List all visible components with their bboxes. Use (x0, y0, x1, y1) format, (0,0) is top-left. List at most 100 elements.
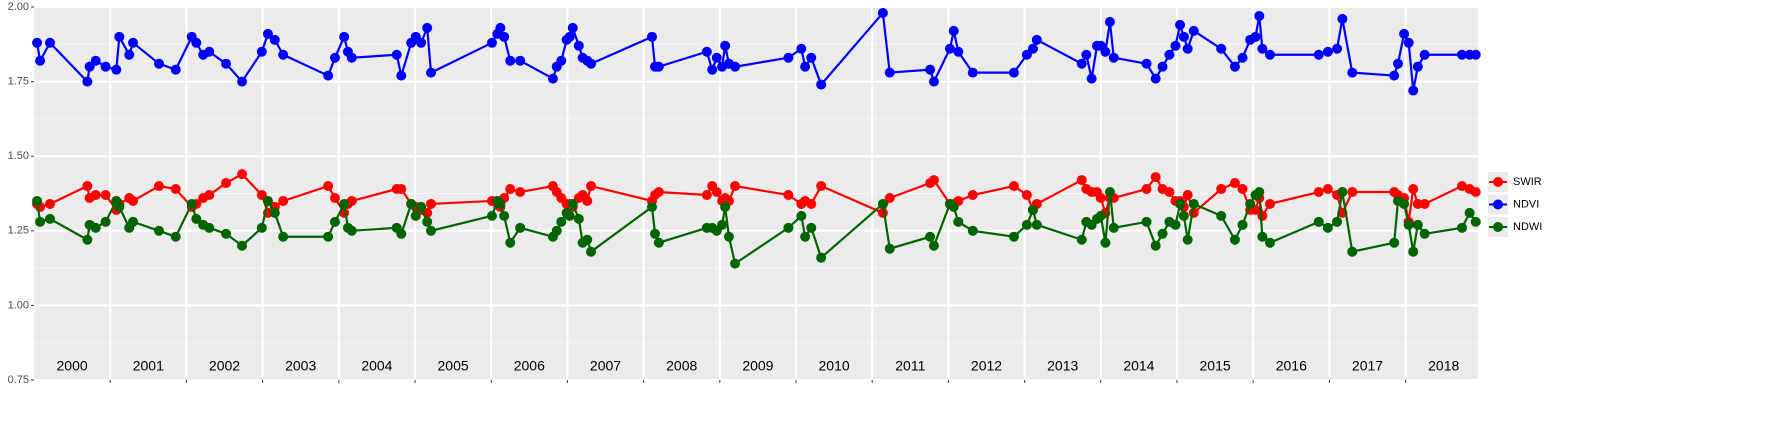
point (701, 46, 712, 57)
point (515, 55, 526, 66)
point (1188, 25, 1199, 36)
point (495, 22, 506, 33)
point (278, 49, 289, 60)
point (416, 37, 427, 48)
point (486, 37, 497, 48)
point (1332, 43, 1343, 54)
point (707, 64, 718, 75)
year-label: 2017 (1352, 358, 1383, 374)
legend-point (1493, 199, 1503, 210)
point (1389, 237, 1400, 248)
point (422, 22, 433, 33)
point (1250, 31, 1261, 42)
point (237, 169, 248, 180)
point (128, 195, 139, 206)
point (499, 31, 510, 42)
point (1081, 49, 1092, 60)
point (426, 67, 437, 78)
year-label: 2011 (895, 358, 925, 374)
point (573, 40, 584, 51)
point (783, 222, 794, 233)
point (170, 184, 181, 195)
year-label: 2015 (1200, 358, 1231, 374)
year-label: 2013 (1047, 358, 1078, 374)
point (730, 61, 741, 72)
point (1027, 43, 1038, 54)
point (1008, 231, 1019, 242)
point (586, 181, 597, 192)
point (221, 58, 232, 69)
point (1104, 16, 1115, 27)
point (816, 181, 827, 192)
point (323, 231, 334, 242)
point (35, 55, 46, 66)
year-label: 2014 (1123, 358, 1154, 374)
point (391, 49, 402, 60)
point (1254, 10, 1265, 21)
year-label: 2007 (590, 358, 621, 374)
point (877, 7, 888, 18)
point (339, 31, 350, 42)
point (944, 43, 955, 54)
series-line (35, 189, 1477, 266)
point (564, 210, 575, 221)
point (1403, 219, 1414, 230)
point (82, 234, 93, 245)
point (1150, 172, 1161, 183)
point (1150, 73, 1161, 84)
point (547, 73, 558, 84)
point (505, 55, 516, 66)
point (783, 52, 794, 63)
point (1389, 70, 1400, 81)
point (796, 210, 807, 221)
point (1216, 184, 1227, 195)
point (1031, 34, 1042, 45)
point (329, 192, 340, 203)
point (884, 243, 895, 254)
point (800, 61, 811, 72)
y-tick-label: 1.50 (8, 150, 29, 162)
point (1237, 184, 1248, 195)
point (1456, 222, 1467, 233)
year-label: 2010 (819, 358, 850, 374)
point (1164, 187, 1175, 198)
point (1412, 198, 1423, 209)
legend-label: NDVI (1513, 198, 1539, 210)
point (153, 181, 164, 192)
point (1322, 46, 1333, 57)
point (153, 58, 164, 69)
y-tick-label: 1.25 (8, 225, 29, 237)
point (816, 79, 827, 90)
point (82, 181, 93, 192)
point (1264, 237, 1275, 248)
point (1408, 184, 1419, 195)
point (582, 234, 593, 245)
point (1347, 246, 1358, 257)
point (711, 187, 722, 198)
point (1347, 187, 1358, 198)
point (1164, 49, 1175, 60)
point (1470, 49, 1481, 60)
point (1157, 228, 1168, 239)
point (1419, 49, 1430, 60)
point (582, 195, 593, 206)
point (426, 225, 437, 236)
point (1095, 192, 1106, 203)
point (567, 198, 578, 209)
year-label: 2004 (361, 358, 392, 374)
point (806, 198, 817, 209)
point (262, 28, 273, 39)
point (1408, 85, 1419, 96)
point (221, 228, 232, 239)
point (653, 61, 664, 72)
point (928, 175, 939, 186)
y-tick-label: 1.00 (8, 299, 29, 311)
point (551, 225, 562, 236)
point (1322, 222, 1333, 233)
point (1157, 61, 1168, 72)
point (100, 216, 111, 227)
point (928, 76, 939, 87)
point (396, 184, 407, 195)
point (1076, 58, 1087, 69)
point (586, 246, 597, 257)
